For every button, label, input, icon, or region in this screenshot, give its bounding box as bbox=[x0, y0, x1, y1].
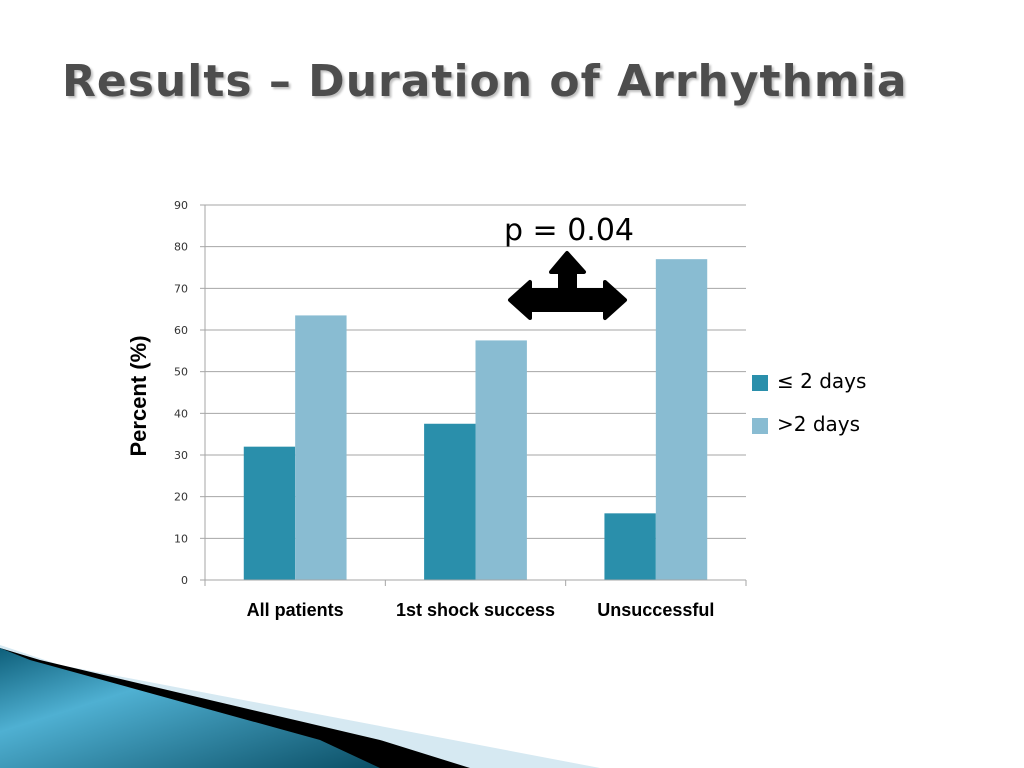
legend-label-gt2: >2 days bbox=[777, 412, 860, 436]
legend: ≤ 2 days >2 days bbox=[752, 369, 866, 436]
corner-decoration bbox=[0, 645, 600, 768]
axes bbox=[200, 204, 747, 586]
category-labels: All patients 1st shock success Unsuccessfu… bbox=[247, 600, 715, 620]
bar-gt2 bbox=[655, 259, 708, 580]
y-tick-label: 10 bbox=[174, 532, 188, 545]
legend-label-le2: ≤ 2 days bbox=[777, 369, 866, 393]
x-category-label: 1st shock success bbox=[396, 600, 555, 620]
x-category-label: All patients bbox=[247, 600, 344, 620]
slide-title: Results – Duration of Arrhythmia bbox=[62, 56, 908, 107]
y-tick-label: 30 bbox=[174, 449, 188, 462]
y-tick-label: 90 bbox=[174, 199, 188, 212]
legend-swatch-le2 bbox=[752, 375, 768, 391]
y-tick-label: 80 bbox=[174, 241, 188, 254]
bar-gt2 bbox=[295, 315, 347, 580]
bar-le2 bbox=[424, 423, 476, 580]
y-tick-label: 0 bbox=[181, 574, 188, 587]
bar-gt2 bbox=[475, 340, 527, 580]
x-category-label: Unsuccessful bbox=[597, 600, 714, 620]
bars bbox=[243, 259, 708, 580]
y-tick-label: 60 bbox=[174, 324, 188, 337]
y-tick-label: 50 bbox=[174, 366, 188, 379]
y-axis-title: Percent (%) bbox=[126, 335, 151, 456]
y-tick-labels: 0 10 20 30 40 50 60 70 80 90 bbox=[174, 199, 188, 587]
p-value-annotation: p = 0.04 bbox=[504, 213, 634, 248]
bar-le2 bbox=[604, 513, 656, 580]
y-tick-label: 70 bbox=[174, 282, 188, 295]
bar-le2 bbox=[243, 446, 296, 580]
three-way-arrow-icon bbox=[508, 251, 627, 320]
legend-swatch-gt2 bbox=[752, 418, 768, 434]
y-tick-label: 20 bbox=[174, 491, 188, 504]
y-tick-label: 40 bbox=[174, 407, 188, 420]
